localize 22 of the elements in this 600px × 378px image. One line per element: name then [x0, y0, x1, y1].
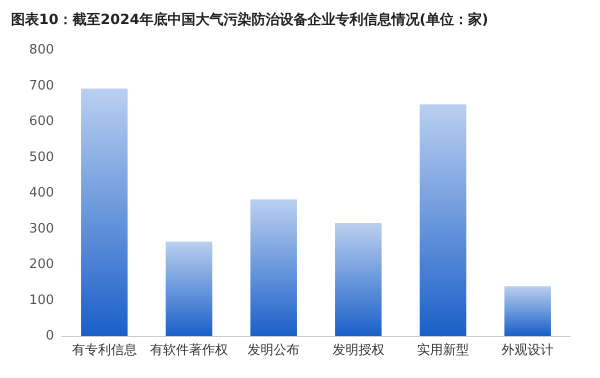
bar: [166, 242, 212, 336]
bar: [81, 88, 128, 336]
bar: [250, 199, 297, 336]
x-tick-label: 外观设计: [502, 343, 554, 358]
y-tick-label: 0: [46, 328, 54, 344]
y-tick-label: 100: [29, 292, 54, 308]
y-tick-label: 400: [29, 186, 54, 200]
y-tick-label: 700: [29, 78, 54, 94]
x-tick-label: 有软件著作权: [150, 343, 228, 358]
x-tick-label: 有专利信息: [72, 343, 137, 358]
bar: [504, 286, 551, 336]
y-tick-label: 800: [29, 42, 54, 58]
bar: [420, 104, 466, 336]
x-tick-label: 发明授权: [332, 343, 384, 358]
chart-title: 图表10：截至2024年底中国大气污染防治设备企业专利信息情况(单位：家): [11, 11, 488, 28]
y-tick-label: 500: [29, 150, 54, 165]
x-tick-label: 发明公布: [248, 343, 300, 358]
bar: [335, 223, 382, 336]
y-tick-label: 300: [29, 221, 54, 236]
y-tick-label: 200: [29, 257, 54, 272]
y-tick-label: 600: [29, 114, 54, 129]
x-tick-label: 实用新型: [417, 343, 469, 358]
